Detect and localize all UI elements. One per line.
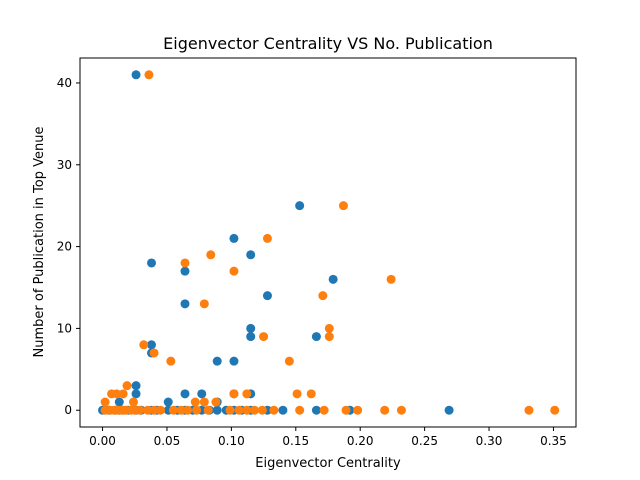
data-point [180, 299, 190, 309]
data-point [112, 389, 122, 399]
data-point [338, 201, 348, 211]
data-point [262, 291, 272, 301]
data-point [212, 356, 222, 366]
data-point [328, 274, 338, 284]
x-tick-label: 0.20 [347, 434, 374, 448]
data-point [190, 397, 200, 407]
data-point [199, 299, 209, 309]
x-tick-label: 0.00 [89, 434, 116, 448]
data-point [166, 356, 176, 366]
data-point [386, 274, 396, 284]
data-point [149, 348, 159, 358]
data-point [192, 405, 202, 415]
plot-area [79, 57, 577, 428]
data-point [246, 332, 256, 342]
data-point [242, 405, 252, 415]
x-tick-label: 0.05 [154, 434, 181, 448]
data-point [262, 233, 272, 243]
data-point [229, 389, 239, 399]
data-point [246, 323, 256, 333]
x-axis-ticks: 0.00 0.05 0.10 0.15 0.20 0.25 0.30 0.35 [89, 427, 567, 448]
data-point [163, 397, 173, 407]
data-point [131, 389, 141, 399]
x-tick-label: 0.15 [282, 434, 309, 448]
data-point [149, 405, 159, 415]
data-point [292, 389, 302, 399]
data-point [550, 405, 560, 415]
data-point [295, 405, 305, 415]
y-axis-ticks: 0 10 20 30 40 [57, 76, 80, 417]
data-point [246, 250, 256, 260]
data-point [128, 397, 138, 407]
data-point [444, 405, 454, 415]
data-point [311, 405, 321, 415]
data-point [139, 340, 149, 350]
series-1 [100, 70, 560, 415]
y-tick-label: 10 [57, 321, 72, 335]
data-point [131, 381, 141, 391]
data-point [380, 405, 390, 415]
x-tick-label: 0.30 [476, 434, 503, 448]
data-point [180, 258, 190, 268]
data-point [259, 332, 269, 342]
data-point [197, 389, 207, 399]
data-point [114, 397, 124, 407]
chart-title: Eigenvector Centrality VS No. Publicatio… [163, 34, 493, 53]
data-point [319, 405, 329, 415]
y-tick-label: 0 [64, 403, 72, 417]
data-point [144, 70, 154, 80]
axes-frame [79, 57, 577, 428]
points-layer [98, 70, 560, 415]
data-point [225, 405, 235, 415]
data-point [324, 332, 334, 342]
data-point [396, 405, 406, 415]
data-point [278, 405, 288, 415]
data-point [284, 356, 294, 366]
data-point [156, 405, 166, 415]
data-point [118, 389, 128, 399]
data-point [147, 340, 157, 350]
data-point [122, 381, 132, 391]
data-point [199, 397, 209, 407]
x-tick-label: 0.25 [411, 434, 438, 448]
data-point [306, 389, 316, 399]
data-point [242, 389, 252, 399]
data-point [353, 405, 363, 415]
data-point [234, 405, 244, 415]
data-point [168, 405, 178, 415]
data-point [311, 332, 321, 342]
data-point [318, 291, 328, 301]
y-tick-label: 20 [57, 240, 72, 254]
data-point [211, 397, 221, 407]
data-point [206, 250, 216, 260]
data-point [229, 356, 239, 366]
data-point [143, 405, 153, 415]
y-axis-label: Number of Publication in Top Venue [32, 127, 47, 358]
y-tick-label: 30 [57, 158, 72, 172]
data-point [212, 405, 222, 415]
x-tick-label: 0.10 [218, 434, 245, 448]
data-point [176, 405, 186, 415]
data-point [341, 405, 351, 415]
y-tick-label: 40 [57, 76, 72, 90]
data-point [295, 201, 305, 211]
data-point [269, 405, 279, 415]
data-point [100, 397, 110, 407]
x-tick-label: 0.35 [540, 434, 567, 448]
data-point [131, 70, 141, 80]
data-point [324, 323, 334, 333]
data-point [524, 405, 534, 415]
data-point [147, 258, 157, 268]
data-point [229, 233, 239, 243]
data-point [180, 266, 190, 276]
data-point [250, 405, 260, 415]
data-point [257, 405, 267, 415]
data-point [183, 405, 193, 415]
data-point [135, 405, 145, 415]
data-point [229, 266, 239, 276]
data-point [203, 405, 213, 415]
data-point [180, 389, 190, 399]
x-axis-label: Eigenvector Centrality [255, 456, 401, 471]
